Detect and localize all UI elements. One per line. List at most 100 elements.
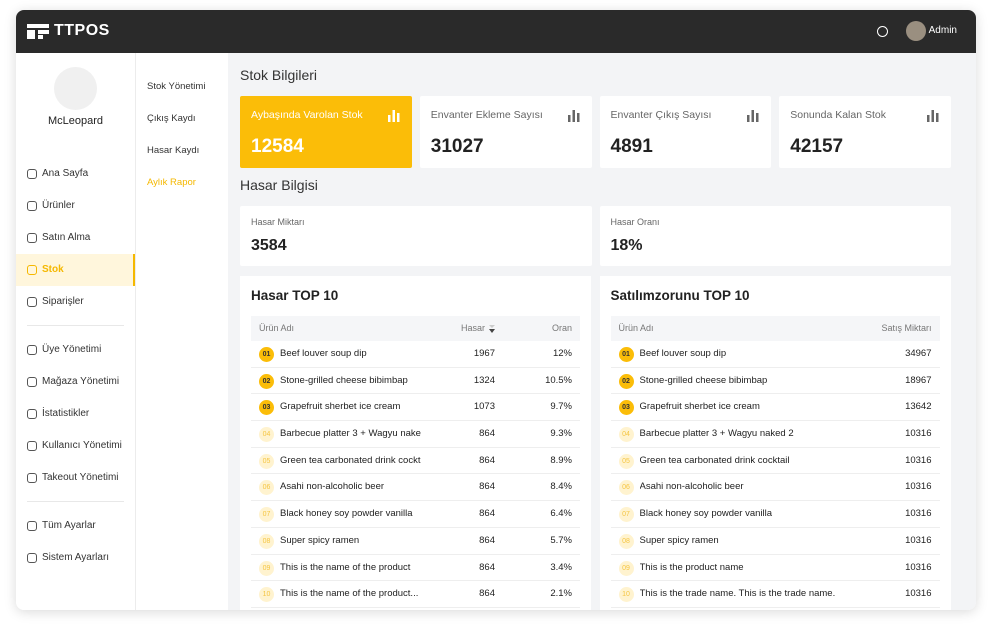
column-header: Satış Miktarı [881, 316, 931, 341]
menu-label: Stok [42, 264, 64, 275]
menu-icon [27, 473, 37, 483]
menu-item[interactable]: Sistem Ayarları [16, 542, 135, 574]
stat-value: 31027 [431, 136, 484, 158]
language-icon[interactable] [877, 26, 888, 37]
menu-icon [27, 521, 37, 531]
cell-value: 10316 [905, 474, 931, 500]
rank-badge: 07 [619, 507, 634, 522]
menu-item[interactable]: Stok [16, 254, 135, 286]
product-name: Green tea carbonated drink cockt [280, 448, 422, 474]
product-name: Super spicy ramen [280, 528, 422, 554]
rank-badge: 05 [619, 454, 634, 469]
menu-label: Takeout Yönetimi [42, 472, 119, 483]
chart-icon [388, 110, 400, 122]
stat-value: 4891 [611, 136, 653, 158]
menu-item[interactable]: Kullanıcı Yönetimi [16, 430, 135, 462]
cell-value: 12% [553, 341, 572, 367]
menu-item[interactable]: Ana Sayfa [16, 158, 135, 190]
menu-item[interactable]: Takeout Yönetimi [16, 462, 135, 494]
menu-item[interactable]: Ürünler [16, 190, 135, 222]
rank-badge: 06 [259, 480, 274, 495]
menu-label: İstatistikler [42, 408, 89, 419]
chart-icon [568, 110, 580, 122]
cell-value: 10316 [905, 581, 931, 607]
menu-item[interactable]: Satın Alma [16, 222, 135, 254]
product-name: This is the name of the product [280, 555, 422, 581]
menu-icon [27, 233, 37, 243]
menu-icon [27, 265, 37, 275]
app-window: TTPOS Admin McLeopard Ana SayfaÜrünlerSa… [16, 10, 976, 610]
product-name: Barbecue platter 3 + Wagyu naked 2 [640, 421, 860, 447]
table-row: 09This is the product name10316 [611, 555, 940, 582]
menu-icon [27, 553, 37, 563]
submenu-item[interactable]: Çıkış Kaydı [147, 113, 196, 124]
sidebar: McLeopard Ana SayfaÜrünlerSatın AlmaStok… [16, 53, 135, 610]
product-name: Asahi non-alcoholic beer [640, 474, 860, 500]
ranking-panel: Hasar TOP 10Ürün AdıHasarOran01Beef louv… [240, 276, 591, 610]
rank-badge: 08 [619, 534, 634, 549]
menu-item[interactable]: İstatistikler [16, 398, 135, 430]
table-row: 03Grapefruit sherbet ice cream10739.7% [251, 394, 580, 421]
cell-value: 1967 [474, 341, 495, 367]
menu-icon [27, 201, 37, 211]
rank-badge: 02 [619, 374, 634, 389]
logo [27, 24, 49, 39]
rank-badge: 03 [259, 400, 274, 415]
rank-badge: 09 [259, 561, 274, 576]
menu-icon [27, 441, 37, 451]
cell-value: 2.1% [550, 581, 572, 607]
table-row: 02Stone-grilled cheese bibimbap18967 [611, 368, 940, 395]
cell-value: 9.7% [550, 394, 572, 420]
rank-badge: 05 [259, 454, 274, 469]
rank-badge: 10 [619, 587, 634, 602]
chart-icon [747, 110, 759, 122]
rank-badge: 02 [259, 374, 274, 389]
sort-icon[interactable] [489, 325, 495, 333]
rank-badge: 01 [259, 347, 274, 362]
menu-label: Sistem Ayarları [42, 552, 109, 563]
user-avatar[interactable] [906, 21, 926, 41]
rank-badge: 01 [619, 347, 634, 362]
ranking-panel: Satılımzorunu TOP 10Ürün AdıSatış Miktar… [600, 276, 951, 610]
menu-item[interactable]: Tüm Ayarlar [16, 510, 135, 542]
rank-badge: 03 [619, 400, 634, 415]
table-row: 05Green tea carbonated drink cockt8648.9… [251, 448, 580, 475]
menu-item[interactable]: Üye Yönetimi [16, 334, 135, 366]
cell-value: 8.9% [550, 448, 572, 474]
column-header[interactable]: Hasar [461, 316, 495, 341]
stat-label: Aybaşında Varolan Stok [251, 109, 363, 121]
rank-badge: 09 [619, 561, 634, 576]
submenu-item[interactable]: Stok Yönetimi [147, 81, 205, 92]
stat-label: Envanter Ekleme Sayısı [431, 109, 543, 121]
cell-value: 864 [479, 474, 495, 500]
cell-value: 10316 [905, 501, 931, 527]
ranking-table: Ürün Adı Satış Miktarı 01 Beef louver soup … [611, 316, 940, 608]
rank-badge: 07 [259, 507, 274, 522]
cell-value: 5.7% [550, 528, 572, 554]
product-name: Beef louver soup dip [280, 341, 422, 367]
rank-badge: 10 [259, 587, 274, 602]
rank-badge: 06 [619, 480, 634, 495]
table-row: 08Super spicy ramen8645.7% [251, 528, 580, 555]
table-row: 05Green tea carbonated drink cocktail103… [611, 448, 940, 475]
cell-value: 34967 [905, 341, 931, 367]
product-name: Super spicy ramen [640, 528, 860, 554]
submenu-item[interactable]: Aylık Rapor [147, 177, 196, 188]
menu-label: Siparişler [42, 296, 84, 307]
cell-value: 864 [479, 421, 495, 447]
stat-value: 12584 [251, 136, 304, 158]
column-header: Ürün Adı [619, 316, 839, 341]
product-name: Beef louver soup dip [640, 341, 860, 367]
stat-label: Envanter Çıkış Sayısı [611, 109, 712, 121]
cell-value: 10316 [905, 555, 931, 581]
store-avatar [54, 67, 97, 110]
menu-icon [27, 377, 37, 387]
cell-value: 864 [479, 555, 495, 581]
cell-value: 1073 [474, 394, 495, 420]
user-name[interactable]: Admin [929, 25, 957, 36]
stat-card: Sonunda Kalan Stok42157 [779, 96, 951, 168]
menu-item[interactable]: Mağaza Yönetimi [16, 366, 135, 398]
product-name: This is the trade name. This is the trad… [640, 581, 860, 607]
submenu-item[interactable]: Hasar Kaydı [147, 145, 199, 156]
menu-item[interactable]: Siparişler [16, 286, 135, 318]
